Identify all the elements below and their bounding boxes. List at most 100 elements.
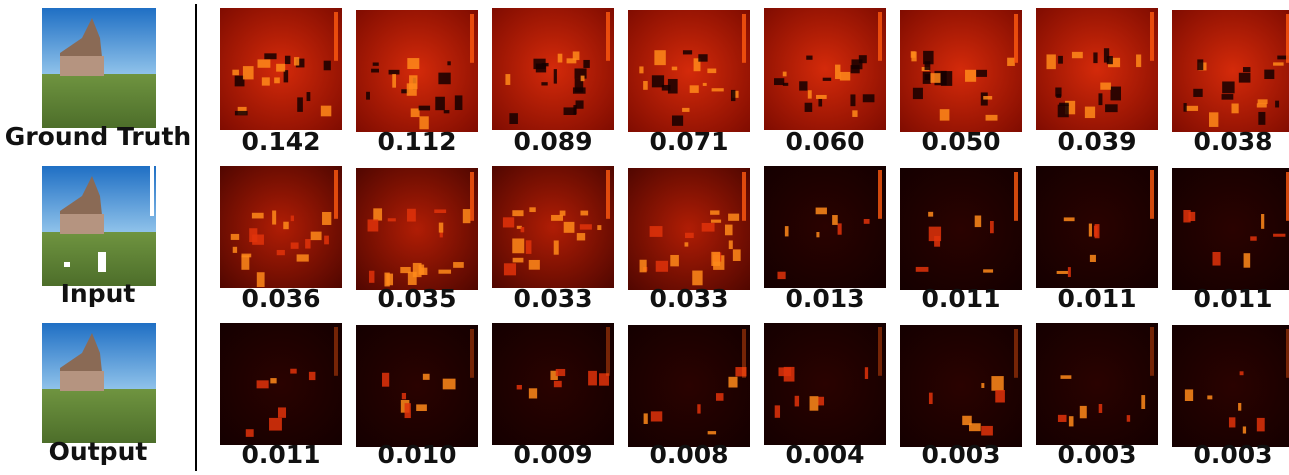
heatmap-spot [1185,389,1193,401]
heatmap-spot [777,272,785,279]
heatmap [492,323,614,445]
heatmap-spot [529,388,537,398]
heatmap [1172,10,1289,132]
photo-grass [42,389,156,443]
heatmap-spot [1239,73,1251,83]
heatmap-spot [783,83,788,86]
row-label: Input [61,279,136,308]
heatmap-spot [294,57,299,65]
heatmap-spot [274,77,280,83]
heatmap-edge [1014,329,1018,378]
heatmap-edge [334,170,338,219]
heatmap-spot [307,92,311,101]
score: 0.011 [241,440,320,469]
heatmap-spot [269,418,282,431]
heatmap-spot [785,226,789,236]
heatmap-spot [728,214,739,221]
score: 0.003 [1057,440,1136,469]
photo-church-wall [60,56,104,76]
heatmap-spot [1057,271,1069,274]
heatmap [220,323,342,445]
heatmap-spot [1127,415,1130,422]
heatmap-spot [554,69,557,84]
heatmap-spot [690,85,699,93]
heatmap-spot [1068,267,1071,277]
heatmap-spot [685,242,689,246]
heatmap-spot [808,90,812,98]
heatmap-spot [1243,426,1246,433]
heatmap-spot [913,88,923,99]
heatmap-spot [1273,234,1285,237]
heatmap-spot [925,61,931,70]
heatmap-spot [818,99,822,107]
heatmap-spot [850,94,855,106]
heatmap [900,168,1022,290]
heatmap-spot [1212,252,1220,266]
heatmap-spot [311,232,322,241]
heatmap-spot [1275,101,1279,108]
heatmap-spot [716,393,724,401]
heatmap-spot [981,426,993,436]
heatmap-spot [682,108,689,112]
heatmap-spot [290,369,296,374]
heatmap [220,166,342,288]
heatmap-spot [986,115,998,121]
score: 0.033 [649,284,728,313]
heatmap-spot [554,381,562,387]
heatmap-spot [526,240,532,254]
heatmap-spot [1055,87,1061,96]
heatmap-spot [852,110,857,117]
heatmap-spot [1240,371,1244,375]
heatmap-edge [470,14,474,63]
mask [98,252,106,272]
heatmap-spot [929,393,933,404]
heatmap-edge [334,327,338,376]
heatmap-spot [564,107,576,115]
heatmap-spot [439,223,443,233]
heatmap-spot [420,268,428,275]
heatmap-spot [799,81,807,90]
heatmap-spot [389,70,400,75]
heatmap-spot [1089,224,1092,237]
heatmap-spot [504,263,516,275]
heatmap-spot [1105,104,1118,112]
heatmap-edge [878,12,882,61]
heatmap-spot [529,207,535,212]
score: 0.008 [649,440,728,469]
heatmap-spot [774,78,784,85]
heatmap-spot [965,70,976,82]
heatmap-spot [1207,395,1212,399]
heatmap-spot [778,367,791,376]
heatmap-spot [324,236,329,245]
heatmap [1172,325,1289,447]
heatmap [1036,8,1158,130]
heatmap-edge [334,12,338,61]
heatmap-spot [580,211,588,216]
row-label: Ground Truth [5,122,191,151]
heatmap-spot [650,226,663,237]
heatmap-spot [840,72,850,81]
photo-church-wall [60,371,104,391]
score: 0.038 [1193,127,1272,156]
heatmap-spot [697,404,700,413]
score: 0.033 [513,284,592,313]
heatmap-spot [291,242,299,248]
heatmap-spot [1258,112,1265,125]
heatmap-spot [654,50,665,65]
heatmap-spot [990,221,994,233]
heatmap-spot [373,208,382,220]
heatmap-spot [419,106,430,111]
heatmap-spot [823,78,831,81]
heatmap-spot [1209,112,1218,127]
heatmap-spot [1094,226,1098,237]
heatmap-spot [1261,214,1264,229]
heatmap-spot [1222,81,1234,93]
heatmap [1036,323,1158,445]
heatmap-spot [708,431,716,434]
score: 0.004 [785,440,864,469]
heatmap-spot [1100,83,1111,90]
heatmap-spot [835,65,840,79]
heatmap-spot [322,212,331,225]
heatmap-spot [463,209,471,223]
heatmap-spot [581,76,585,82]
